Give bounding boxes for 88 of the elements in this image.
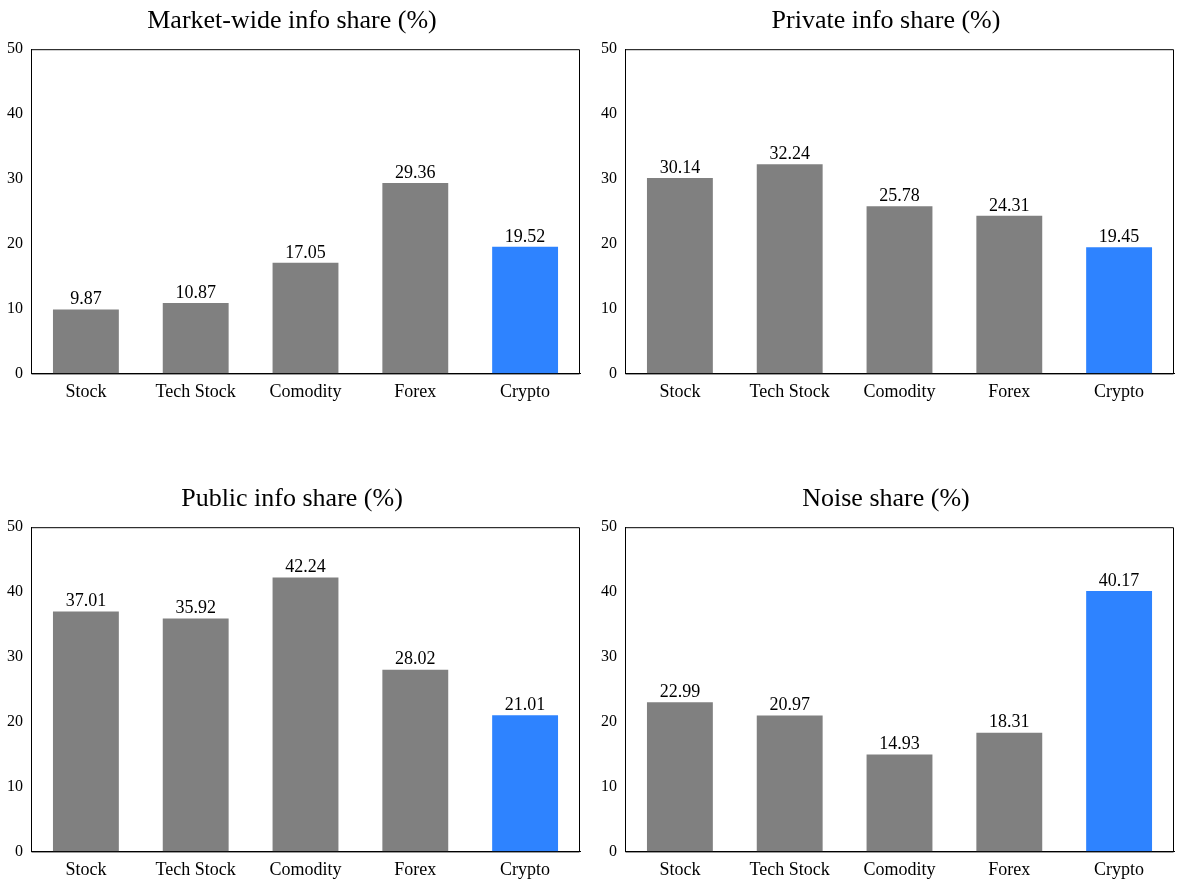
data-label: 9.87 [70, 288, 102, 309]
x-tick-label: Forex [988, 380, 1031, 401]
data-label: 17.05 [285, 241, 326, 262]
data-label: 22.99 [659, 681, 701, 702]
x-tick-label: Comodity [863, 380, 936, 401]
bar [382, 669, 449, 852]
x-tick-label: Crypto [1094, 380, 1145, 401]
bar [382, 183, 449, 374]
x-tick-label: Stock [659, 380, 701, 401]
data-label: 10.87 [175, 281, 216, 302]
bar [646, 177, 713, 374]
data-label: 35.92 [175, 597, 216, 618]
bar [492, 246, 559, 374]
x-tick-label: Crypto [500, 380, 551, 401]
bar [52, 309, 119, 374]
y-tick-label: 40 [7, 582, 23, 600]
data-label: 30.14 [659, 156, 701, 177]
y-tick-label: 10 [7, 298, 23, 316]
data-label: 14.93 [879, 733, 920, 754]
y-tick-label: 40 [601, 104, 617, 122]
y-tick-label: 0 [15, 363, 23, 381]
chart-title: Noise share (%) [802, 483, 970, 513]
x-tick-label: Tech Stock [749, 380, 830, 401]
x-tick-label: Forex [394, 380, 437, 401]
x-tick-label: Forex [394, 858, 437, 879]
bar [162, 618, 229, 852]
data-label: 19.45 [1098, 226, 1140, 247]
y-tick-label: 10 [7, 776, 23, 794]
data-label: 37.01 [65, 590, 107, 611]
y-tick-label: 0 [609, 841, 617, 859]
chart-title: Market-wide info share (%) [147, 5, 437, 35]
x-tick-label: Tech Stock [155, 380, 236, 401]
y-tick-label: 30 [7, 647, 23, 665]
bar [1086, 247, 1153, 374]
data-label: 18.31 [989, 711, 1030, 732]
bar [976, 215, 1043, 374]
y-tick-label: 20 [7, 711, 23, 729]
x-tick-label: Comodity [269, 858, 342, 879]
x-tick-label: Stock [659, 858, 701, 879]
chart-title: Public info share (%) [181, 483, 403, 513]
bar [976, 732, 1043, 852]
bar [756, 164, 823, 374]
y-tick-label: 0 [609, 363, 617, 381]
bar [646, 702, 713, 852]
x-tick-label: Tech Stock [155, 858, 236, 879]
y-tick-label: 20 [601, 233, 617, 251]
data-label: 40.17 [1098, 569, 1140, 590]
x-tick-label: Stock [65, 858, 107, 879]
y-tick-label: 0 [15, 841, 23, 859]
y-tick-label: 50 [7, 39, 23, 57]
data-label: 24.31 [989, 194, 1030, 215]
bar [866, 754, 933, 852]
bar [866, 206, 933, 374]
x-tick-label: Forex [988, 858, 1031, 879]
bar [272, 577, 339, 852]
x-tick-label: Tech Stock [749, 858, 830, 879]
y-tick-label: 40 [7, 104, 23, 122]
bar [756, 715, 823, 852]
data-label: 20.97 [769, 694, 810, 715]
y-tick-label: 50 [7, 517, 23, 535]
y-tick-label: 30 [7, 169, 23, 187]
bar [492, 715, 559, 852]
data-label: 28.02 [395, 648, 436, 669]
y-tick-label: 30 [601, 647, 617, 665]
x-tick-label: Comodity [269, 380, 342, 401]
bar [1086, 590, 1153, 852]
x-tick-label: Comodity [863, 858, 936, 879]
bar [162, 302, 229, 374]
y-tick-label: 10 [601, 776, 617, 794]
data-label: 25.78 [879, 184, 920, 205]
bar [272, 262, 339, 374]
y-tick-label: 10 [601, 298, 617, 316]
data-label: 42.24 [285, 556, 326, 577]
y-tick-label: 20 [601, 711, 617, 729]
data-label: 29.36 [395, 161, 436, 182]
data-label: 21.01 [504, 693, 546, 714]
data-label: 19.52 [504, 225, 546, 246]
bar [52, 611, 119, 852]
y-tick-label: 30 [601, 169, 617, 187]
y-tick-label: 50 [601, 39, 617, 57]
x-tick-label: Crypto [500, 858, 551, 879]
chart-title: Private info share (%) [771, 5, 1001, 35]
x-tick-label: Crypto [1094, 858, 1145, 879]
data-label: 32.24 [769, 143, 810, 164]
x-tick-label: Stock [65, 380, 107, 401]
y-tick-label: 40 [601, 582, 617, 600]
y-tick-label: 50 [601, 517, 617, 535]
y-tick-label: 20 [7, 233, 23, 251]
